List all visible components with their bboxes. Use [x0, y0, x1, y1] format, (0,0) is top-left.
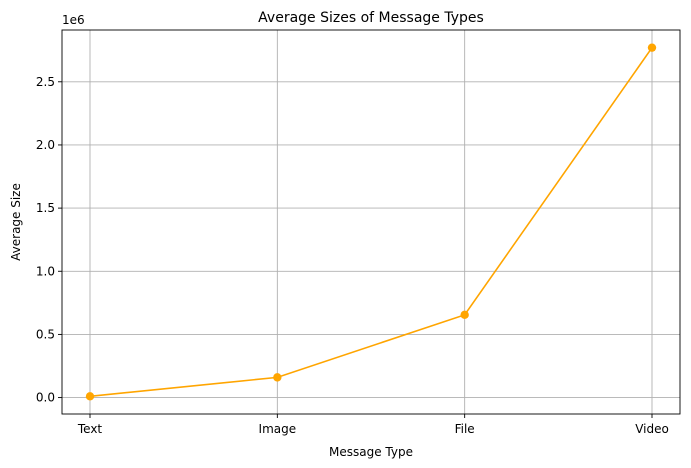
data-point: [273, 373, 282, 382]
x-tick-label: Video: [635, 422, 669, 436]
data-point: [460, 310, 469, 320]
x-axis-label: Message Type: [329, 445, 413, 459]
series-layer: [85, 43, 657, 401]
y-tick-label: 1.5: [36, 201, 55, 215]
series-line: [89, 47, 653, 398]
x-tick-label: Image: [259, 422, 297, 436]
y-tick-label: 2.0: [36, 138, 55, 152]
y-axis-scale-label: 1e6: [62, 13, 85, 27]
chart-title: Average Sizes of Message Types: [258, 10, 484, 26]
data-point: [647, 43, 657, 52]
y-tick-label: 0.5: [36, 327, 55, 341]
y-axis-ticks: 0.0 0.5 1.0 1.5 2.0 2.5: [36, 75, 62, 405]
x-tick-label: Text: [77, 422, 103, 436]
y-tick-label: 1.0: [36, 264, 55, 278]
plot-frame: [61, 29, 681, 415]
y-tick-label: 0.0: [36, 391, 55, 405]
data-point: [85, 392, 95, 401]
x-tick-label: File: [455, 422, 475, 436]
grid-lines: [62, 30, 680, 414]
x-axis-ticks: Text Image File Video: [77, 414, 669, 436]
y-tick-label: 2.5: [36, 75, 55, 89]
y-axis-label: Average Size: [9, 183, 23, 261]
